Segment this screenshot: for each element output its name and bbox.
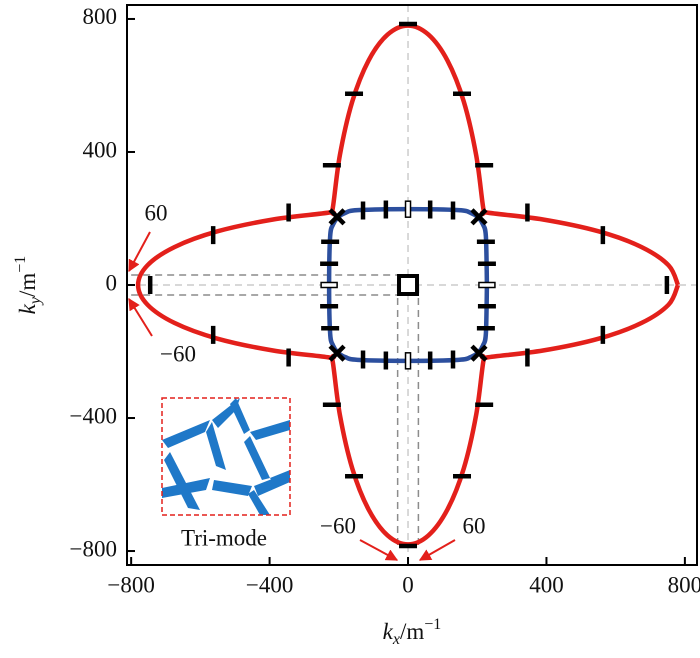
y-axis-label: ky/m−1 [12,256,44,315]
y-label-symbol: k [15,303,40,314]
x-tick-label: −800 [107,572,154,597]
plot-area [127,5,697,565]
y-label-subscript: y [27,296,44,306]
x-label-symbol: k [383,619,394,644]
marker [320,281,338,289]
marker [404,352,412,370]
annotation-arrows [128,231,456,561]
marker [328,344,346,362]
marker [478,281,496,289]
y-tick-label: 800 [83,4,118,29]
x-axis-label: kx/m−1 [383,616,442,648]
y-label-unit: /m [15,273,40,297]
inset-label: Tri-mode [181,525,267,550]
marker [404,200,412,218]
y-tick-label: 0 [106,270,118,295]
x-tick-label: −400 [246,572,293,597]
annotation: −60 [160,341,196,366]
marker [397,274,420,296]
x-tick-label: 0 [402,572,414,597]
annotation: 60 [145,200,168,225]
x-tick-label: 800 [668,572,700,597]
arrow [128,297,153,337]
y-label-exponent: −1 [12,256,29,273]
x-label-exponent: −1 [424,616,441,633]
inset-pattern [162,398,290,515]
inset: Tri-mode [161,397,291,550]
arrow [359,539,399,561]
annotation: 60 [463,513,486,538]
x-label-subscript: x [392,631,400,648]
marker [328,208,346,226]
x-tick-label: 400 [529,572,564,597]
arrow [128,231,151,273]
arrow [418,539,456,561]
marker [470,344,488,362]
marker [470,208,488,226]
y-tick-label: 400 [83,137,118,162]
annotation: −60 [320,513,356,538]
inset-border [161,397,291,516]
contour-curve [135,23,681,547]
y-tick-label: −400 [70,403,117,428]
x-label-unit: /m [400,619,424,644]
y-tick-label: −800 [70,536,117,561]
